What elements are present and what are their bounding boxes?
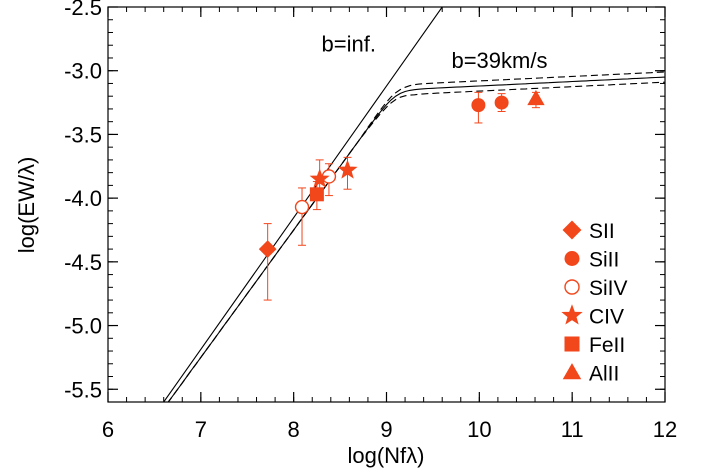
data-point-siiv: [294, 199, 310, 215]
data-point-siii: [494, 95, 509, 110]
data-markers: [258, 89, 545, 258]
legend-item-sii: SII: [562, 220, 615, 243]
x-tick-label: 9: [380, 417, 392, 442]
legend-item-siii: SiII: [564, 249, 619, 272]
data-point-civ: [337, 159, 358, 179]
legend-marker: [564, 279, 580, 295]
y-tick-label: -5.5: [64, 377, 102, 402]
legend-label: SiIV: [589, 277, 628, 300]
y-axis-label: log(EW/λ): [14, 157, 39, 254]
x-tick-label: 8: [288, 417, 300, 442]
data-point-siii: [471, 98, 486, 113]
legend-label: CIV: [589, 306, 624, 329]
curve-b-39-bound: [167, 81, 665, 402]
legend-marker: [562, 363, 582, 380]
legend-label: AlII: [589, 363, 619, 386]
legend-marker: [564, 251, 580, 266]
plot-frame: [107, 6, 666, 403]
y-tick-label: -3.5: [64, 122, 102, 147]
y-tick-label: -4.0: [64, 186, 102, 211]
legend-item-feii: FeII: [564, 334, 625, 357]
annotation: b=inf.: [322, 32, 376, 57]
y-tick-label: -4.5: [64, 250, 102, 275]
y-tick-label: -2.5: [64, 0, 102, 20]
legend-marker: [561, 304, 583, 325]
data-point-feii: [309, 187, 324, 202]
annotations: b=inf. b=39km/s: [322, 32, 548, 74]
legend-marker: [564, 336, 580, 352]
error-bars: [263, 91, 540, 301]
legend: SII SiII SiIV CIV FeII AlII: [561, 220, 628, 386]
x-tick-label: 7: [195, 417, 207, 442]
x-tick-label: 11: [561, 417, 584, 442]
axis-ticks: 6 7 8 9 10 11 12 -2.5 -3.0 -3.5 -4.0 -4.5 -5.0 -5.5: [64, 0, 677, 442]
legend-label: FeII: [589, 334, 625, 357]
legend-marker: [562, 220, 582, 240]
x-tick-label: 10: [467, 417, 491, 442]
model-curves: [163, 7, 665, 402]
legend-label: SiII: [589, 249, 619, 272]
annotation: b=39km/s: [451, 48, 547, 73]
x-tick-label: 6: [102, 417, 114, 442]
y-tick-label: -3.0: [64, 59, 102, 84]
x-axis-label: log(Nfλ): [347, 443, 424, 468]
data-point-sii: [258, 240, 277, 258]
x-tick-label: 12: [653, 417, 677, 442]
legend-label: SII: [589, 220, 615, 243]
data-point-alii: [527, 89, 545, 106]
data-point-civ: [309, 168, 330, 188]
legend-item-civ: CIV: [561, 304, 624, 329]
legend-item-alii: AlII: [562, 363, 619, 386]
legend-item-siiv: SiIV: [564, 277, 628, 300]
y-tick-label: -5.0: [64, 314, 102, 339]
